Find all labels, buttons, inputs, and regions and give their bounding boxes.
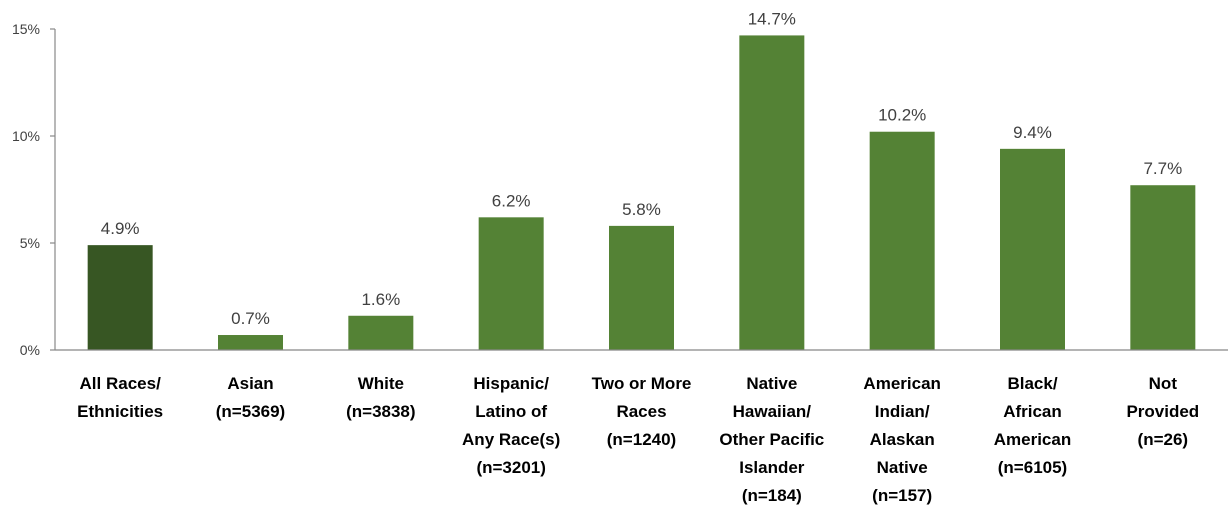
data-label: 14.7% — [748, 9, 796, 28]
bar — [218, 335, 283, 350]
bar — [869, 131, 935, 350]
y-tick-label: 15% — [12, 21, 40, 37]
bar — [739, 35, 805, 351]
category-label: Native Hawaiian/Other Pacific Islander (n=1… — [719, 374, 824, 505]
category-label: Not Provided (n=26) — [1126, 374, 1199, 449]
data-label: 9.4% — [1013, 123, 1052, 142]
category-label-line: Other Pacific — [719, 430, 824, 449]
category-label-line: Latino of — [475, 402, 547, 421]
bar — [87, 245, 153, 350]
category-label-line: American — [994, 430, 1071, 449]
category-label-line: Islander — [739, 458, 805, 477]
category-label-line: African — [1003, 402, 1062, 421]
category-label: Hispanic/Latino of Any Race(s) (n=3201) — [462, 374, 560, 477]
data-label: 6.2% — [492, 191, 531, 210]
category-label: All Races/Ethnicities — [77, 374, 163, 421]
category-label-line: Black/ — [1007, 374, 1057, 393]
category-label: American Indian/Alaskan Native (n=157) — [863, 374, 940, 505]
y-tick-label: 5% — [20, 235, 40, 251]
bars — [87, 35, 1196, 351]
bar — [348, 315, 414, 350]
category-label-line: Two or More — [592, 374, 692, 393]
category-label-line: (n=6105) — [998, 458, 1067, 477]
category-label-line: (n=26) — [1138, 430, 1189, 449]
category-label-line: White — [358, 374, 404, 393]
category-label-line: Provided — [1126, 402, 1199, 421]
category-label-line: Any Race(s) — [462, 430, 560, 449]
y-axis-ticks: 0% 5% 10% 15% — [12, 21, 55, 358]
category-label-line: Native — [746, 374, 797, 393]
category-label-line: Races — [616, 402, 666, 421]
y-tick-label: 10% — [12, 128, 40, 144]
category-label-line: Indian/ — [875, 402, 930, 421]
data-label: 10.2% — [878, 106, 926, 125]
category-label-line: Ethnicities — [77, 402, 163, 421]
category-labels: All Races/Ethnicities Asian (n=5369) White (… — [77, 374, 1199, 505]
value-labels: 4.9% 0.7% 1.6% 6.2% 5.8% 14.7% 10.2% 9.4% 7.7% — [101, 9, 1182, 328]
bar — [478, 217, 544, 350]
category-label-line: (n=5369) — [216, 402, 285, 421]
category-label-line: Alaskan — [870, 430, 935, 449]
bar — [1000, 148, 1065, 350]
category-label-line: Native — [877, 458, 928, 477]
category-label: Two or More Races (n=1240) — [592, 374, 692, 449]
category-label-line: (n=184) — [742, 486, 802, 505]
data-label: 7.7% — [1143, 159, 1182, 178]
category-label-line: (n=157) — [872, 486, 932, 505]
category-label-line: All Races/ — [80, 374, 162, 393]
data-label: 5.8% — [622, 200, 661, 219]
category-label-line: (n=3201) — [476, 458, 545, 477]
bar — [1130, 185, 1196, 350]
y-tick-label: 0% — [20, 342, 40, 358]
category-label-line: Hawaiian/ — [733, 402, 812, 421]
category-label-line: (n=3838) — [346, 402, 415, 421]
category-label-line: (n=1240) — [607, 430, 676, 449]
category-label-line: Hispanic/ — [473, 374, 549, 393]
bar — [609, 225, 674, 350]
data-label: 4.9% — [101, 219, 140, 238]
category-label: Asian (n=5369) — [216, 374, 285, 421]
data-label: 0.7% — [231, 309, 270, 328]
category-label-line: American — [863, 374, 940, 393]
category-label: Black/African American (n=6105) — [994, 374, 1071, 477]
category-label-line: Asian — [227, 374, 273, 393]
category-label-line: Not — [1149, 374, 1178, 393]
data-label: 1.6% — [361, 290, 400, 309]
category-label: White (n=3838) — [346, 374, 415, 421]
